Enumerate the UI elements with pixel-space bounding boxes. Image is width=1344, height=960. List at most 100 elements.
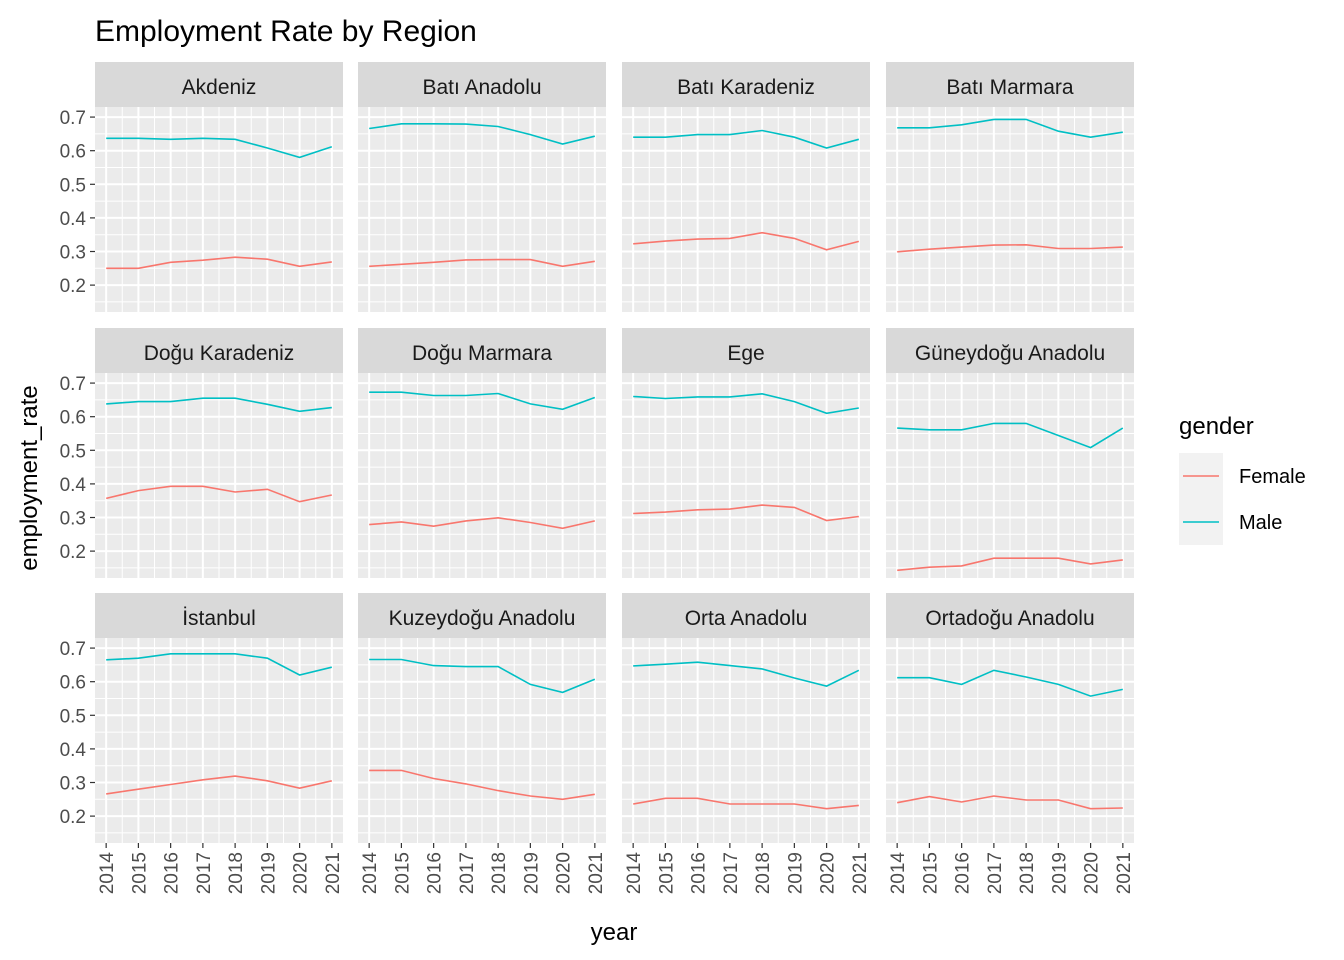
facet-panels: Akdeniz 0.2 0.3 0.4 0.5 0.6 0.7 Batı Anadolu Bat… — [60, 62, 1135, 894]
legend-label-male: Male — [1239, 512, 1282, 534]
y-tick-label: 0.2 — [60, 276, 86, 297]
facet-strip — [886, 328, 1134, 373]
series-line-male — [369, 658, 596, 694]
facet-strip-label: Doğu Karadeniz — [144, 342, 295, 365]
facet-panel: Ege — [622, 328, 870, 578]
x-tick-label: 2018 — [226, 852, 247, 894]
series-line-female — [369, 516, 595, 530]
x-tick-label: 2019 — [258, 852, 279, 894]
x-tick-label: 2020 — [554, 852, 575, 894]
facet-strip — [95, 328, 343, 373]
y-tick-label: 0.5 — [60, 175, 86, 196]
series-line-female — [633, 231, 860, 251]
facet-strip — [622, 62, 870, 107]
y-tick-label: 0.7 — [60, 108, 86, 129]
x-tick-label: 2021 — [586, 852, 607, 894]
x-tick-label: 2014 — [624, 852, 645, 895]
series-line-female — [633, 504, 859, 522]
facet-panel: Ortadoğu Anadolu 2014 2015 2016 2017 2018 2019… — [886, 593, 1135, 894]
y-tick-label: 0.5 — [60, 441, 86, 462]
chart-title: Employment Rate by Region — [95, 15, 477, 48]
x-tick-label: 2017 — [721, 852, 742, 894]
facet-strip-label: Ege — [727, 342, 764, 365]
x-tick-label: 2019 — [521, 852, 542, 894]
y-tick-label: 0.6 — [60, 408, 86, 429]
legend-title: gender — [1179, 413, 1254, 440]
x-tick-label: 2016 — [953, 852, 974, 894]
x-tick-label: 2016 — [689, 852, 710, 894]
x-tick-label: 2018 — [489, 852, 510, 894]
facet-panel: Kuzeydoğu Anadolu 2014 2015 2016 2017 2018 201… — [358, 593, 607, 894]
series-line-female — [369, 258, 595, 268]
facet-strip-label: Ortadoğu Anadolu — [925, 607, 1094, 630]
series-line-male — [106, 652, 332, 676]
x-tick-label: 2020 — [1082, 852, 1103, 894]
y-tick-label: 0.4 — [60, 740, 87, 761]
series-line-male — [106, 137, 333, 159]
x-tick-label: 2019 — [1049, 852, 1070, 894]
series-line-female — [369, 769, 595, 801]
legend: gender Female Male — [1179, 413, 1306, 545]
series-line-female — [897, 243, 1123, 253]
legend-label-female: Female — [1239, 466, 1306, 488]
y-tick-label: 0.6 — [60, 142, 86, 163]
series-line-female — [897, 795, 1123, 810]
series-line-female — [106, 485, 332, 503]
facet-strip-label: Kuzeydoğu Anadolu — [389, 607, 576, 630]
facet-strip — [622, 593, 870, 638]
facet-strip — [95, 593, 343, 638]
facet-strip-label: İstanbul — [182, 607, 256, 630]
series-line-female — [106, 256, 332, 270]
x-tick-label: 2014 — [97, 852, 118, 895]
facet-strip-label: Batı Anadolu — [422, 76, 541, 99]
y-tick-label: 0.4 — [60, 475, 87, 496]
facet-panel: İstanbul 0.2 0.3 0.4 0.5 0.6 0.7 2014 2015 2016 20… — [60, 593, 344, 894]
x-tick-label: 2020 — [291, 852, 312, 894]
series-line-male — [633, 661, 860, 687]
facet-strip — [886, 62, 1134, 107]
facet-strip-label: Güneydoğu Anadolu — [915, 342, 1105, 365]
facet-strip-label: Akdeniz — [182, 76, 257, 99]
x-tick-label: 2021 — [323, 852, 344, 894]
series-line-female — [633, 797, 859, 810]
series-line-male — [369, 123, 595, 145]
x-tick-label: 2016 — [425, 852, 446, 894]
x-tick-label: 2015 — [392, 852, 413, 894]
x-tick-label: 2017 — [457, 852, 478, 894]
facet-strip — [622, 328, 870, 373]
x-tick-label: 2021 — [1114, 852, 1135, 894]
x-axis-title: year — [591, 919, 638, 946]
facet-strip — [95, 62, 343, 107]
x-tick-label: 2017 — [985, 852, 1006, 894]
facet-panel: Doğu Karadeniz 0.2 0.3 0.4 0.5 0.6 0.7 — [60, 328, 343, 578]
series-line-male — [633, 129, 860, 149]
y-tick-label: 0.5 — [60, 706, 86, 727]
facet-panel: Akdeniz 0.2 0.3 0.4 0.5 0.6 0.7 — [60, 62, 343, 312]
x-tick-label: 2015 — [129, 852, 150, 894]
x-tick-label: 2016 — [162, 852, 183, 894]
facet-strip-label: Batı Karadeniz — [677, 76, 815, 99]
x-tick-label: 2017 — [194, 852, 215, 894]
facet-panel: Güneydoğu Anadolu — [886, 328, 1134, 578]
series-line-male — [897, 118, 1123, 139]
y-tick-label: 0.3 — [60, 243, 86, 264]
facet-strip — [886, 593, 1134, 638]
y-tick-label: 0.3 — [60, 774, 86, 795]
series-line-male — [106, 397, 332, 413]
x-tick-label: 2021 — [850, 852, 871, 894]
y-tick-label: 0.2 — [60, 542, 86, 563]
facet-panel: Batı Karadeniz — [622, 62, 870, 312]
y-tick-label: 0.4 — [60, 209, 87, 230]
series-line-female — [897, 557, 1123, 572]
x-tick-label: 2020 — [818, 852, 839, 894]
y-tick-label: 0.6 — [60, 673, 86, 694]
x-tick-label: 2018 — [753, 852, 774, 894]
x-tick-label: 2014 — [888, 852, 909, 895]
x-tick-label: 2015 — [656, 852, 677, 894]
facet-strip — [358, 593, 606, 638]
facet-strip-label: Batı Marmara — [946, 76, 1074, 99]
y-tick-label: 0.2 — [60, 807, 86, 828]
y-tick-label: 0.3 — [60, 509, 86, 530]
facet-strip-label: Orta Anadolu — [685, 607, 808, 630]
